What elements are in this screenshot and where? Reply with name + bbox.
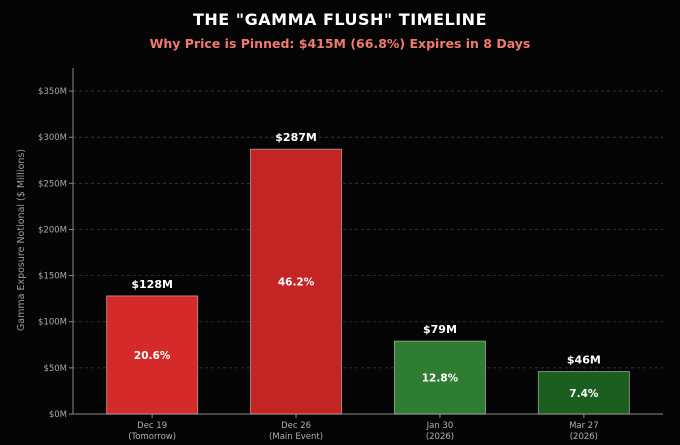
bar-percent-label: 12.8% [422,373,459,385]
x-tick-sublabel: (2026) [426,432,454,442]
x-tick-label: Dec 26 [281,421,311,431]
y-tick-label: $200M [38,225,67,235]
y-tick-label: $100M [38,318,67,328]
bar-value-label: $128M [131,278,173,291]
chart-subtitle: Why Price is Pinned: $415M (66.8%) Expir… [149,36,531,51]
bar-value-label: $46M [567,354,601,367]
x-tick-label: Mar 27 [569,421,599,431]
x-tick-label: Jan 30 [426,421,454,431]
y-tick-label: $250M [38,179,67,189]
bar-value-label: $79M [423,323,457,336]
bar [250,148,343,415]
y-tick-label: $300M [38,133,67,143]
bar [537,371,630,415]
x-tick-sublabel: (2026) [570,432,598,442]
x-tick-label: Dec 19 [137,421,167,431]
y-axis-label: Gamma Exposure Notional ($ Millions) [16,149,27,331]
axes: $0M $50M $100M $150M $200M $250M $300M $350M Dec… [38,68,663,442]
x-tick-sublabel: (Tomorrow) [128,432,176,442]
bar-percent-label: 20.6% [134,350,171,362]
y-tick-label: $50M [43,364,67,374]
y-tick-label: $350M [38,87,67,97]
bar-percent-label: 7.4% [569,388,599,400]
bars [106,148,630,415]
bar-percent-label: 46.2% [278,277,315,289]
bar-value-label: $287M [275,131,317,144]
x-tick-sublabel: (Main Event) [269,432,323,442]
bar [393,340,486,415]
bar [106,295,199,415]
bar-labels: $128M 20.6% $287M 46.2% $79M 12.8% $46M 7.4% [131,131,600,400]
chart-title: THE "GAMMA FLUSH" TIMELINE [192,10,487,29]
y-tick-label: $0M [49,410,67,420]
y-tick-label: $150M [38,272,67,282]
